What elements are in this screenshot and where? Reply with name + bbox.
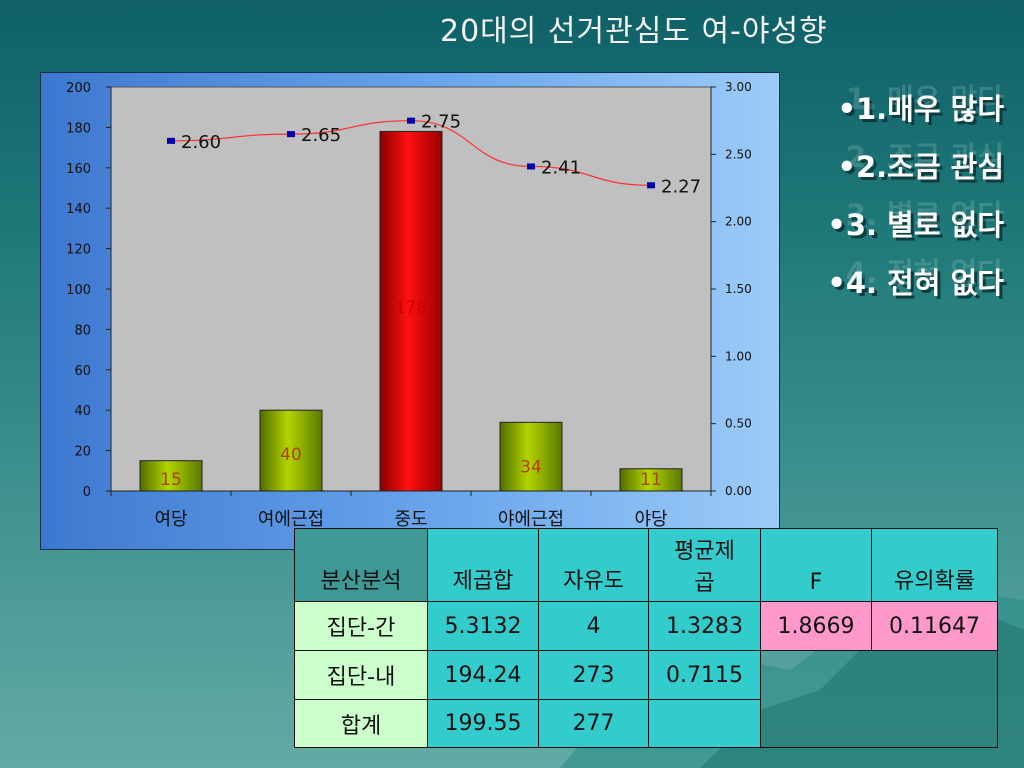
x-tick-label: 중도 (394, 509, 427, 530)
legend-item-4: 4. 전혀 없다 •4. 전혀 없다 (790, 256, 1020, 318)
y-left-tick-label: 180 (66, 121, 91, 136)
legend-item-3: 3. 별로 없다 •3. 별로 없다 (790, 198, 1020, 260)
y-left-tick-label: 200 (66, 81, 91, 96)
x-tick-label: 여당 (154, 509, 187, 530)
legend-item-2: 2. 조금 관심 •2.조금 관심 (790, 140, 1020, 202)
y-left-tick-label: 160 (66, 162, 91, 177)
x-tick-label: 야에근접 (498, 509, 564, 530)
table-cell: 273 (538, 650, 649, 700)
legend-item-1: 1. 매우 많다 •1.매우 많다 (790, 82, 1020, 144)
combo-chart: 0 20 40 60 80 100 120 140 160 180 200 0.00 0.50 1.00 1… (66, 80, 752, 530)
table-header-cell: 제곱합 (427, 528, 539, 602)
table-cell: 194.24 (427, 650, 539, 700)
legend-ghost-4: 4. 전혀 없다 (845, 256, 1004, 290)
y-right-tick-label: 1.50 (725, 282, 752, 296)
table-header-cell: 분산분석 (294, 528, 428, 602)
y-left-tick-label: 100 (66, 283, 91, 298)
y-left-tick-label: 20 (74, 445, 91, 460)
legend-ghost-2: 2. 조금 관심 (845, 140, 1004, 174)
anova-table: 분산분석 제곱합 자유도 평균제 곱 F 유의확률 집단-간 5.3132 4 … (294, 528, 998, 748)
line-data-label: 2.60 (181, 132, 221, 153)
bar (139, 460, 203, 492)
y-left-tick-label: 0 (83, 485, 91, 500)
table-cell: 5.3132 (427, 601, 539, 651)
table-header-cell: 자유도 (538, 528, 649, 602)
line-marker (407, 117, 415, 124)
table-row: 집단-내 194.24 273 0.7115 (294, 650, 998, 748)
table-row: 집단-간 5.3132 4 1.3283 1.8669 0.11647 (294, 601, 998, 651)
line-marker (527, 163, 535, 170)
legend-ghost-3: 3. 별로 없다 (845, 198, 1004, 232)
y-left-tick-label: 60 (74, 364, 91, 379)
table-header-cell: F (760, 528, 872, 602)
bar (259, 409, 323, 492)
y-right-tick-label: 3.00 (725, 80, 752, 94)
table-cell-significance: 0.11647 (871, 601, 998, 651)
header-mean-sq-line2: 곱 (694, 571, 715, 596)
line-data-label: 2.65 (301, 125, 341, 146)
y-right-tick-label: 2.00 (725, 215, 752, 229)
y-right-tick-label: 0.50 (725, 417, 752, 431)
legend-label-2: •2.조금 관심 (837, 150, 1004, 184)
line-marker (287, 131, 295, 138)
y-right-tick-label: 0.00 (725, 484, 752, 498)
y-right-tick-label: 1.00 (725, 349, 752, 363)
legend-label-4: •4. 전혀 없다 (827, 266, 1004, 300)
y-left-tick-label: 40 (74, 404, 91, 419)
table-row-label: 합계 (294, 699, 428, 748)
table-cell: 199.55 (427, 699, 539, 748)
bar (619, 468, 683, 492)
table-header-cell: 평균제 곱 (648, 528, 761, 602)
bar-data-label: 34 (520, 457, 542, 477)
table-header-cell: 유의확률 (871, 528, 998, 602)
line-data-label: 2.75 (421, 112, 461, 133)
header-mean-sq-line1: 평균제 (674, 539, 735, 564)
bar-data-label: 178 (395, 298, 427, 318)
y-left-tick-label: 120 (66, 243, 91, 258)
table-row-label: 집단-간 (294, 601, 428, 651)
table-cell: 1.3283 (648, 601, 761, 651)
table-row-label: 집단-내 (294, 650, 428, 700)
x-tick-label: 야당 (634, 509, 667, 530)
bar-data-label: 40 (280, 445, 302, 465)
table-header-row: 분산분석 제곱합 자유도 평균제 곱 F 유의확률 (294, 528, 998, 602)
table-cell-f-value: 1.8669 (760, 601, 872, 651)
y-left-tick-label: 80 (74, 323, 91, 338)
table-cell: 4 (538, 601, 649, 651)
legend-label-1: •1.매우 많다 (837, 92, 1004, 126)
table-cell: 0.7115 (648, 650, 761, 700)
table-cell: 277 (538, 699, 649, 748)
y-right-tick-label: 2.50 (725, 147, 752, 161)
page-title: 20대의 선거관심도 여-야성향 (440, 14, 828, 49)
legend-ghost-1: 1. 매우 많다 (845, 82, 1004, 116)
legend-label-3: •3. 별로 없다 (827, 208, 1004, 242)
x-tick-label: 여에근접 (258, 509, 324, 530)
table-empty-cell (760, 650, 998, 748)
table-row: 합계 199.55 277 (294, 699, 998, 748)
table-cell (648, 699, 761, 748)
y-left-tick-label: 140 (66, 202, 91, 217)
legend: 1. 매우 많다 •1.매우 많다 2. 조금 관심 •2.조금 관심 3. 별… (790, 82, 1020, 318)
line-data-label: 2.27 (661, 176, 701, 197)
bar (499, 421, 563, 492)
line-marker (647, 182, 655, 189)
chart-frame: 0 20 40 60 80 100 120 140 160 180 200 0.00 0.50 1.00 1… (40, 72, 780, 550)
line-marker (167, 137, 175, 144)
bar-data-label: 15 (160, 470, 182, 490)
bar-data-label: 11 (640, 470, 662, 490)
bar (379, 130, 443, 492)
line-data-label: 2.41 (541, 157, 581, 178)
